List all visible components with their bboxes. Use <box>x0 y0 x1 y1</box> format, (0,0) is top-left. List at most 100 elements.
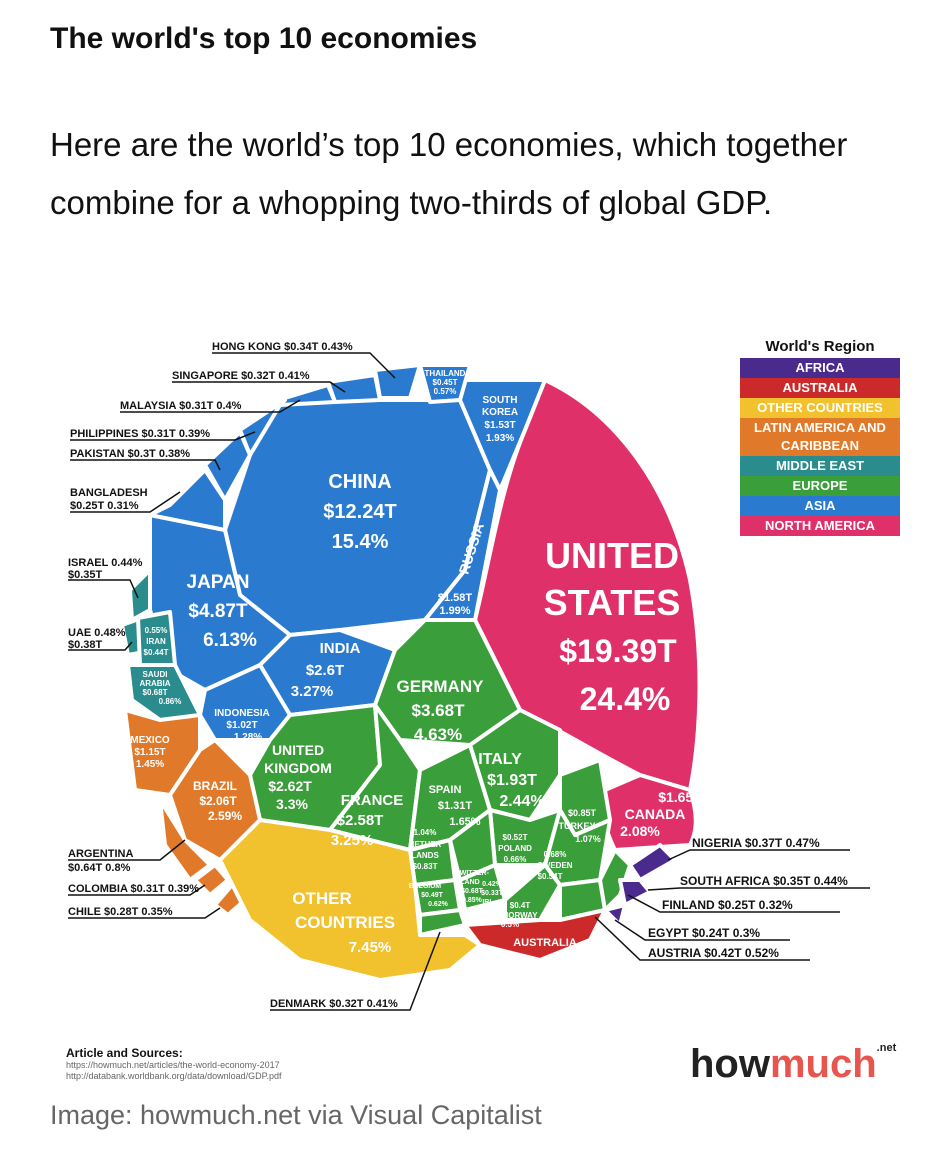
label-spain-name: SPAIN <box>429 784 462 796</box>
label-belgium-value: $0.49T <box>421 892 444 899</box>
cell-egypt <box>603 903 627 927</box>
label-indonesia-value: $1.02T <box>226 720 257 731</box>
label-australia-name: AUSTRALIA <box>513 937 577 949</box>
source-link-1[interactable]: https://howmuch.net/articles/the-world-e… <box>66 1060 280 1070</box>
cell-thailand <box>418 363 472 404</box>
label-netherlands-1: NETHER <box>409 840 442 849</box>
callout-chile: CHILE $0.28T 0.35% <box>68 906 173 918</box>
leader-egypt <box>614 919 790 941</box>
cell-denmark <box>418 908 467 937</box>
label-switzerland-1: SWITZER- <box>455 870 489 877</box>
label-saudi-value: $0.68T <box>143 688 168 697</box>
label-france-share: 3.25% <box>331 832 374 849</box>
label-turkey-name: TURKEY <box>558 821 595 831</box>
label-russia-share: 1.99% <box>439 605 470 617</box>
legend-item: OTHER COUNTRIES <box>740 398 900 418</box>
callout-hong-kong: HONG KONG $0.34T 0.43% <box>212 341 353 353</box>
label-belgium-share: 0.62% <box>428 901 449 908</box>
callout-egypt: EGYPT $0.24T 0.3% <box>648 926 760 940</box>
leader-hong-kong <box>212 352 396 379</box>
callout-finland: FINLAND $0.25T 0.32% <box>662 898 793 912</box>
cell-bangladesh <box>148 468 227 532</box>
label-uk-2: KINGDOM <box>264 760 332 776</box>
label-spain-value: $1.31T <box>438 800 473 812</box>
leader-lines <box>68 352 870 1011</box>
sources: Article and Sources: https://howmuch.net… <box>66 1046 281 1082</box>
label-italy-name: ITALY <box>478 751 522 768</box>
cell-hong-kong <box>373 363 422 400</box>
label-other-2: COUNTRIES <box>295 913 395 932</box>
label-other-share: 7.45% <box>349 939 392 956</box>
label-us-2: STATES <box>544 582 681 623</box>
cell-singapore <box>326 373 382 404</box>
label-spain-share: 1.65% <box>449 816 480 828</box>
label-netherlands-2: LANDS <box>411 851 439 860</box>
label-brazil-share: 2.59% <box>208 809 242 823</box>
label-switzerland-share: 0.85% <box>462 897 483 904</box>
label-us-value: $19.39T <box>559 633 677 669</box>
voronoi-chart: HONG KONG $0.34T 0.43% SINGAPORE $0.32T … <box>68 341 870 1011</box>
label-india-name: INDIA <box>320 640 361 657</box>
label-canada-share: 2.08% <box>620 823 660 839</box>
callout-colombia: COLOMBIA $0.31T 0.39% <box>68 883 199 895</box>
source-link-2[interactable]: http://databank.worldbank.org/data/downl… <box>66 1071 282 1081</box>
legend-item: AUSTRALIA <box>740 378 900 398</box>
label-norway-name: NORWAY <box>502 911 538 920</box>
label-netherlands-share: 1.04% <box>414 828 437 837</box>
label-south-korea-value: $1.53T <box>484 420 515 431</box>
label-germany-share: 4.63% <box>414 725 462 744</box>
sources-title: Article and Sources: <box>66 1046 183 1060</box>
label-china-share: 15.4% <box>332 531 389 553</box>
label-south-korea-1: SOUTH <box>483 395 518 406</box>
label-south-korea-share: 1.93% <box>486 433 514 444</box>
label-us-share: 24.4% <box>580 681 671 717</box>
label-us-1: UNITED <box>545 535 679 576</box>
label-france-name: FRANCE <box>341 792 404 809</box>
label-brazil-name: BRAZIL <box>193 779 237 793</box>
leader-denmark <box>270 931 441 1011</box>
leader-south-africa <box>647 887 870 891</box>
leader-chile <box>68 907 221 919</box>
callout-israel-value: $0.35T <box>68 569 103 581</box>
label-india-share: 3.27% <box>291 683 334 700</box>
label-netherlands-value: $0.83T <box>413 862 438 871</box>
label-saudi-2: ARABIA <box>139 679 170 688</box>
chart-cells <box>120 363 702 982</box>
label-mexico-share: 1.45% <box>136 759 164 770</box>
label-belgium-name: BELGIUM <box>409 883 441 890</box>
cell-nigeria <box>628 843 677 882</box>
image-credit: Image: howmuch.net via Visual Capitalist <box>50 1100 542 1130</box>
label-india-value: $2.6T <box>306 662 344 679</box>
label-sweden-value: $0.54T <box>538 872 563 881</box>
label-sweden-share: 0.68% <box>544 850 567 859</box>
legend-title: World's Region <box>765 338 875 355</box>
label-iran-value: $0.44T <box>144 648 169 657</box>
callout-nigeria: NIGERIA $0.37T 0.47% <box>692 836 820 850</box>
legend-rows: AFRICA AUSTRALIA OTHER COUNTRIES LATIN AMER… <box>740 358 900 536</box>
label-ireland-share: 0.42% <box>482 881 503 888</box>
label-south-korea-2: KOREA <box>482 407 518 418</box>
label-switzerland-value: $0.68T <box>461 888 484 895</box>
label-uk-share: 3.3% <box>276 796 308 812</box>
leader-uae <box>68 641 133 651</box>
callout-denmark: DENMARK $0.32T 0.41% <box>270 998 398 1010</box>
callout-austria: AUSTRIA $0.42T 0.52% <box>648 946 779 960</box>
leader-colombia <box>68 884 206 896</box>
callout-singapore: SINGAPORE $0.32T 0.41% <box>172 370 310 382</box>
cell-other-countries <box>218 818 482 982</box>
post-body: Here are the world’s top 10 economies, w… <box>50 126 848 221</box>
label-italy-value: $1.93T <box>487 772 537 789</box>
leader-nigeria <box>667 849 850 861</box>
label-italy-share: 2.44% <box>499 793 544 810</box>
label-saudi-1: SAUDI <box>143 670 168 679</box>
label-turkey-share: 1.07% <box>575 834 601 844</box>
callout-labels: HONG KONG $0.34T 0.43% SINGAPORE $0.32T … <box>68 341 848 1010</box>
label-thailand-name: THAILAND <box>425 369 466 378</box>
legend-item: ASIA <box>740 496 900 516</box>
label-iran-share: 0.55% <box>145 626 168 635</box>
label-other-1: OTHER <box>292 889 352 908</box>
cell-south-africa <box>618 878 652 907</box>
label-sweden-name: SWEDEN <box>537 861 572 870</box>
label-uk-1: UNITED <box>272 742 324 758</box>
label-france-value: $2.58T <box>337 812 384 829</box>
